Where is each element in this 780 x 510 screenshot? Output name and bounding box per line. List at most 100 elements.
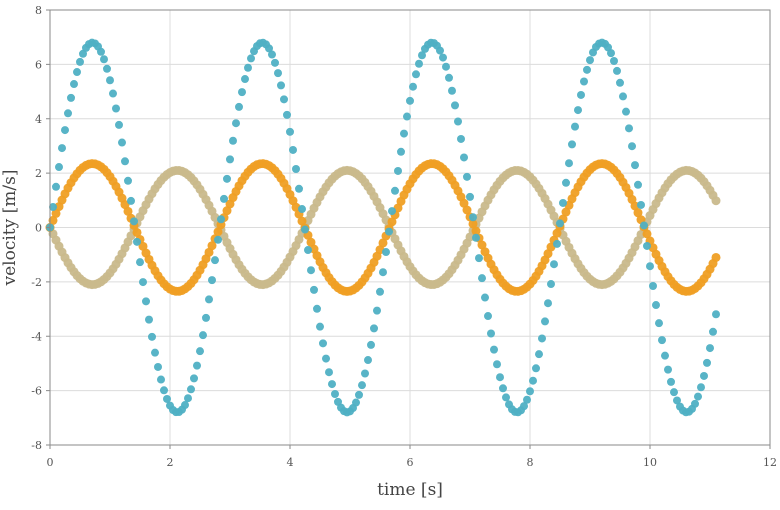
series-2-point bbox=[499, 384, 507, 393]
series-2-point bbox=[661, 351, 669, 360]
series-1-point bbox=[297, 216, 307, 226]
series-2-point bbox=[241, 75, 249, 84]
x-tick-label: 10 bbox=[643, 456, 657, 469]
y-tick-label: 0 bbox=[35, 222, 42, 235]
series-2-point bbox=[697, 383, 705, 392]
series-2-point bbox=[610, 57, 618, 65]
series-2-point bbox=[184, 394, 192, 403]
series-2-point bbox=[493, 360, 501, 369]
series-2-point bbox=[151, 348, 159, 357]
series-2-point bbox=[49, 203, 57, 212]
series-2-point bbox=[700, 371, 708, 380]
series-2-point bbox=[145, 315, 153, 324]
series-2-point bbox=[415, 59, 423, 68]
series-2-point bbox=[115, 120, 123, 129]
series-1-point bbox=[459, 198, 469, 208]
series-2-point bbox=[466, 192, 474, 201]
series-2-point bbox=[148, 332, 156, 341]
y-tick-label: 6 bbox=[35, 58, 42, 71]
series-1-point bbox=[711, 252, 721, 262]
y-tick-label: 8 bbox=[35, 4, 42, 17]
series-2-point bbox=[211, 256, 219, 265]
series-2-point bbox=[121, 157, 129, 166]
series-1-point bbox=[561, 207, 571, 217]
x-axis-ticks: 0 2 4 6 8 10 12 bbox=[47, 445, 777, 469]
series-2-point bbox=[154, 362, 162, 371]
series-2-point bbox=[193, 361, 201, 370]
series-2-point bbox=[310, 285, 318, 294]
series-2-point bbox=[523, 395, 531, 404]
series-2-point bbox=[652, 301, 660, 310]
x-tick-label: 6 bbox=[407, 456, 414, 469]
series-2-point bbox=[709, 327, 717, 336]
series-2-point bbox=[217, 215, 225, 224]
series-2-point bbox=[226, 155, 234, 164]
series-2-point bbox=[142, 297, 150, 306]
series-1-point bbox=[477, 240, 487, 250]
series-2-point bbox=[265, 44, 273, 53]
series-2-point bbox=[694, 392, 702, 401]
x-tick-label: 8 bbox=[527, 456, 534, 469]
series-2-point bbox=[640, 221, 648, 230]
series-2-point bbox=[463, 172, 471, 181]
series-2-point bbox=[502, 393, 510, 402]
series-2-point bbox=[289, 145, 297, 154]
y-tick-label: 2 bbox=[35, 167, 42, 180]
series-2-point bbox=[586, 56, 594, 65]
series-2-point bbox=[61, 126, 69, 135]
series-2-point bbox=[247, 54, 255, 63]
series-1-point bbox=[552, 228, 562, 238]
series-2-point bbox=[187, 385, 195, 394]
series-2-point bbox=[634, 180, 642, 189]
series-2-point bbox=[202, 313, 210, 322]
series-2-point bbox=[328, 380, 336, 389]
series-2-point bbox=[73, 68, 81, 77]
series-2-point bbox=[607, 49, 615, 58]
series-2-point bbox=[487, 329, 495, 338]
series-2-point bbox=[127, 196, 135, 205]
series-2-point bbox=[130, 217, 138, 226]
series-2-point bbox=[691, 399, 699, 408]
series-2-point bbox=[448, 86, 456, 95]
series-2-point bbox=[385, 227, 393, 236]
series-2-point bbox=[556, 219, 564, 228]
series-2-point bbox=[133, 237, 141, 246]
series-2-point bbox=[667, 377, 675, 386]
series-2-point bbox=[229, 136, 237, 145]
series-2-point bbox=[484, 312, 492, 321]
series-2-point bbox=[304, 246, 312, 255]
series-2-point bbox=[394, 166, 402, 175]
series-2-point bbox=[553, 239, 561, 248]
series-2-point bbox=[235, 102, 243, 111]
series-2-point bbox=[577, 90, 585, 99]
series-2 bbox=[46, 38, 720, 417]
series-2-point bbox=[376, 287, 384, 296]
series-2-point bbox=[550, 260, 558, 269]
series-1-point bbox=[120, 200, 130, 210]
x-tick-label: 12 bbox=[763, 456, 777, 469]
series-2-point bbox=[565, 159, 573, 168]
series-2-point bbox=[703, 358, 711, 367]
series-2-point bbox=[559, 198, 567, 207]
series-2-point bbox=[469, 213, 477, 222]
series-2-point bbox=[664, 365, 672, 374]
series-2-point bbox=[373, 306, 381, 315]
series-2-point bbox=[97, 47, 105, 56]
series-2-point bbox=[445, 73, 453, 82]
series-2-point bbox=[196, 347, 204, 356]
series-2-point bbox=[532, 364, 540, 373]
series-2-point bbox=[205, 295, 213, 304]
series-2-point bbox=[397, 147, 405, 156]
series-2-point bbox=[283, 110, 291, 119]
series-2-point bbox=[481, 293, 489, 302]
series-2-point bbox=[268, 50, 276, 59]
y-tick-label: -6 bbox=[31, 385, 42, 398]
series-2-point bbox=[406, 96, 414, 105]
series-2-point bbox=[580, 77, 588, 86]
series-2-point bbox=[181, 401, 189, 410]
series-2-point bbox=[472, 233, 480, 242]
series-2-point bbox=[616, 78, 624, 87]
y-tick-label: -2 bbox=[31, 276, 42, 289]
series-2-point bbox=[103, 64, 111, 73]
